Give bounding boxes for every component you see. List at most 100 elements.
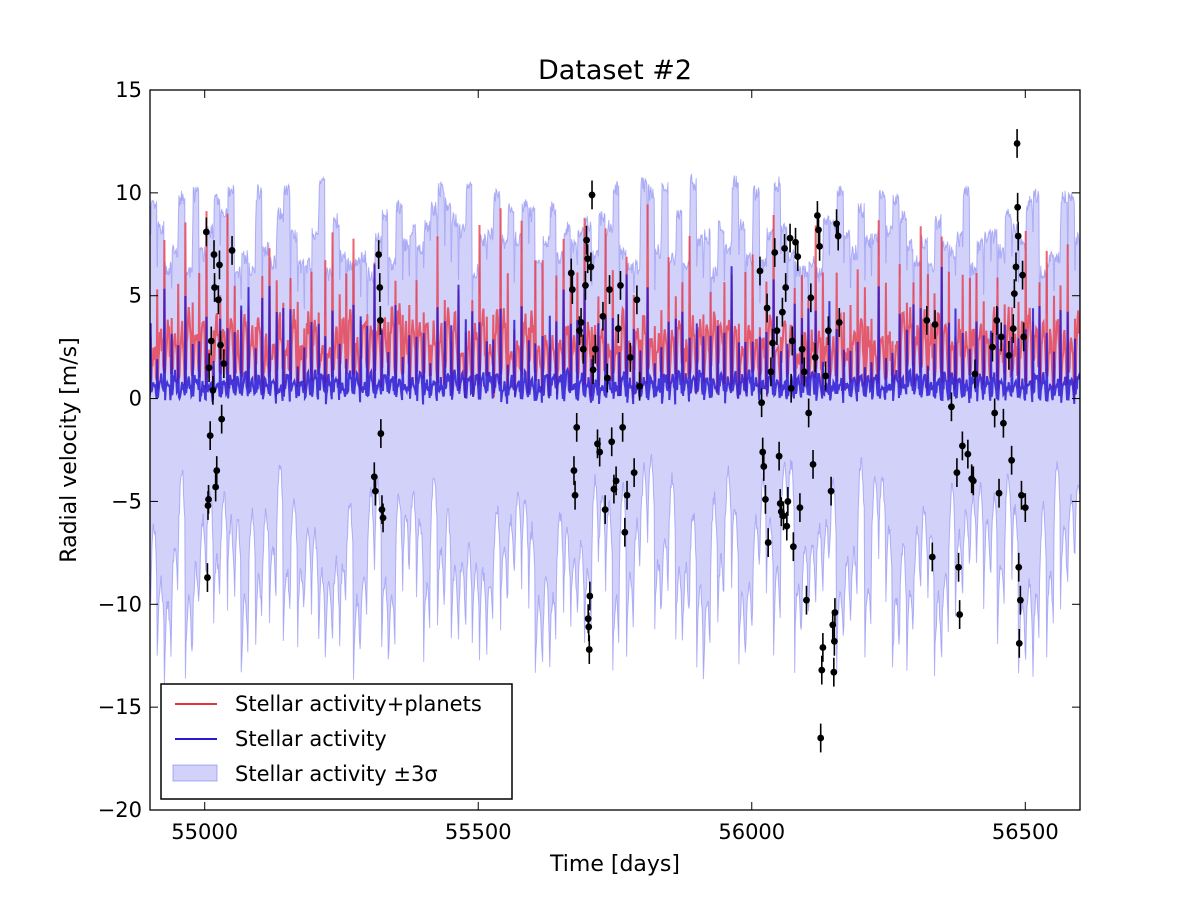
data-point — [582, 282, 589, 289]
data-point — [779, 308, 786, 316]
data-point — [964, 450, 972, 458]
plot-frame — [149, 89, 1081, 811]
data-point — [377, 430, 385, 437]
data-point — [606, 286, 613, 293]
data-point — [762, 495, 769, 503]
data-point — [817, 734, 825, 742]
data-point — [212, 483, 220, 491]
data-point — [568, 286, 576, 293]
y-tick-label: 15 — [115, 78, 142, 102]
data-point — [1014, 203, 1022, 211]
data-point — [953, 469, 961, 477]
data-point — [931, 321, 939, 328]
data-point — [928, 553, 936, 561]
data-point — [993, 317, 1001, 324]
data-point — [1012, 263, 1020, 271]
data-point — [788, 337, 796, 345]
data-point — [771, 249, 779, 256]
data-point — [1008, 456, 1016, 464]
data-point — [210, 251, 218, 258]
data-point — [997, 333, 1005, 341]
data-point — [220, 360, 228, 367]
data-point — [835, 319, 843, 326]
data-point — [1016, 596, 1024, 604]
data-point — [577, 319, 585, 326]
x-tick-label: 55500 — [445, 820, 512, 844]
data-point — [202, 228, 210, 236]
data-point — [1019, 271, 1026, 279]
data-point — [794, 253, 802, 261]
data-point — [775, 452, 783, 460]
data-point — [803, 596, 810, 604]
data-point — [760, 463, 768, 470]
data-point — [818, 666, 826, 674]
data-point — [1009, 325, 1017, 333]
data-point — [567, 269, 575, 277]
data-point — [767, 368, 775, 376]
data-point — [573, 423, 581, 431]
data-point — [798, 345, 806, 353]
legend-box — [160, 683, 513, 800]
data-point — [579, 345, 587, 353]
data-point — [819, 644, 827, 651]
data-point — [822, 372, 830, 380]
data-point — [827, 487, 835, 495]
data-point — [603, 374, 611, 382]
data-point — [213, 467, 221, 474]
data-point — [591, 345, 599, 353]
data-point — [1014, 232, 1022, 240]
y-tick-label: 10 — [115, 181, 142, 205]
data-point — [583, 236, 590, 244]
data-point — [991, 409, 999, 417]
legend-swatch-sigma-band — [172, 764, 218, 782]
data-point — [619, 423, 627, 431]
data-point — [1005, 351, 1013, 359]
data-point — [228, 247, 236, 254]
data-point — [587, 263, 595, 271]
data-point — [773, 327, 781, 335]
y-axis: −20 −15 −10 −5 0 5 10 15 — [98, 78, 1080, 822]
data-point — [588, 191, 596, 199]
data-point — [207, 337, 215, 345]
x-axis-label: Time [days] — [549, 852, 680, 877]
x-tick-label: 56500 — [992, 820, 1059, 844]
data-point — [781, 245, 788, 252]
y-tick-label: 0 — [129, 387, 142, 411]
data-point — [807, 294, 815, 302]
data-point — [769, 339, 776, 347]
data-point — [211, 284, 218, 291]
data-point — [205, 495, 212, 503]
data-point — [218, 415, 226, 423]
data-point — [811, 354, 819, 361]
data-point — [969, 477, 977, 485]
data-point — [923, 317, 931, 324]
data-point — [204, 574, 211, 581]
data-point — [1000, 419, 1007, 427]
data-point — [370, 473, 378, 481]
data-point — [206, 432, 214, 439]
data-point — [214, 296, 222, 304]
data-point — [376, 284, 384, 291]
data-point — [776, 500, 784, 507]
data-point — [780, 512, 787, 520]
data-point — [205, 364, 213, 372]
data-point — [571, 491, 579, 499]
data-point — [633, 296, 641, 304]
data-point — [971, 370, 979, 378]
data-point — [216, 261, 223, 269]
data-point — [759, 448, 767, 456]
data-point — [958, 442, 966, 450]
data-point — [816, 242, 823, 250]
data-point — [995, 489, 1003, 497]
data-point — [756, 267, 764, 275]
data-point — [1021, 504, 1029, 511]
data-point — [376, 317, 384, 324]
data-point — [608, 438, 616, 446]
y-axis-label: Radial velocity [m/s] — [57, 337, 82, 562]
data-point — [787, 384, 795, 392]
data-point — [796, 504, 804, 511]
observations-layer — [202, 129, 1029, 753]
y-tick-label: −15 — [98, 695, 142, 719]
data-point — [809, 461, 817, 468]
